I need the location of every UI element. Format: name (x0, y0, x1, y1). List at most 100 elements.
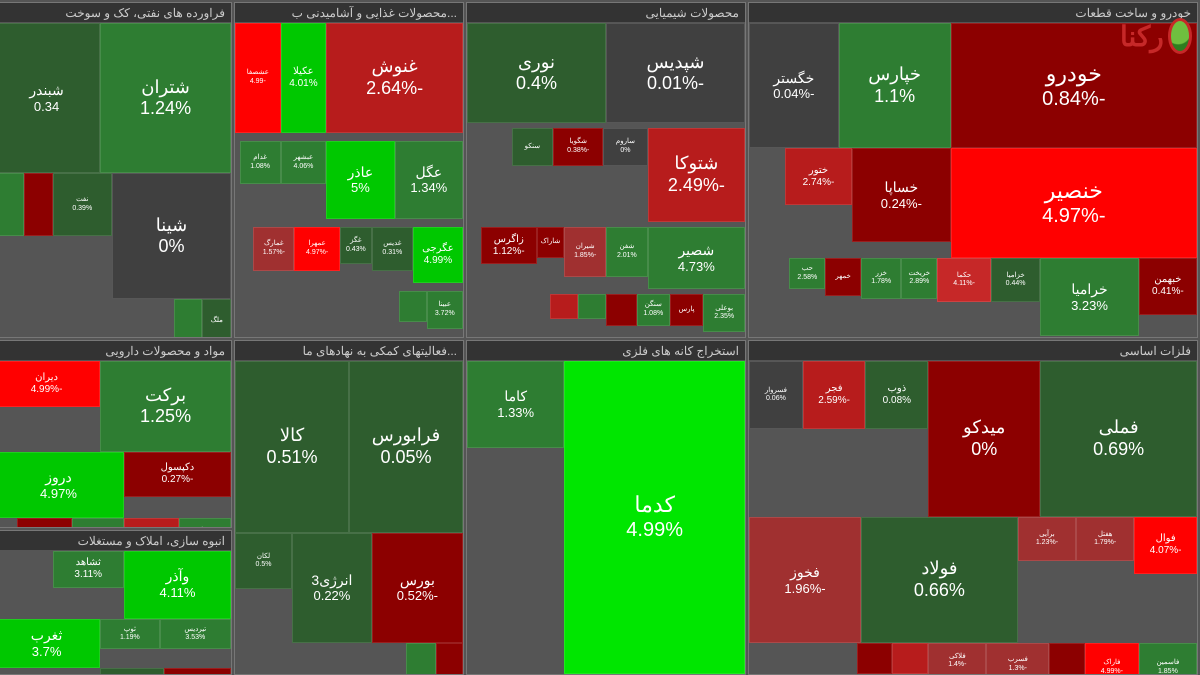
treemap-cell[interactable] (892, 643, 928, 674)
treemap-cell[interactable] (124, 518, 179, 527)
treemap-cell[interactable]: شصیر4.73% (648, 227, 745, 290)
treemap-cell[interactable]: عکیلا4.01% (281, 23, 327, 133)
treemap-cell[interactable] (0, 173, 24, 236)
treemap-cell[interactable]: شتوکا-2.49% (648, 128, 745, 222)
treemap-cell[interactable]: انرژی30.22% (292, 533, 372, 643)
treemap-cell[interactable]: خرامیا3.23% (1040, 258, 1139, 336)
treemap-cell[interactable]: عشصفا-4.99 (235, 23, 281, 133)
treemap-cell[interactable]: خریخت2.89% (901, 258, 937, 299)
treemap-cell[interactable] (17, 518, 72, 527)
treemap-cell[interactable]: شیران-1.85% (564, 227, 606, 277)
sector-realestate: انبوه سازی، املاک و مستغلاتوآذر4.11%ثشاه… (0, 530, 232, 675)
treemap-cell[interactable]: فملی0.69% (1040, 361, 1197, 518)
treemap-cell[interactable]: عگل1.34% (395, 141, 463, 219)
treemap-cell[interactable]: تفارس (164, 668, 231, 675)
treemap-cell[interactable]: شپدیس-0.01% (606, 23, 745, 123)
treemap-cell[interactable]: شینا0% (112, 173, 231, 298)
treemap-cell[interactable] (436, 643, 463, 675)
treemap-cell[interactable]: شگویا-0.38% (553, 128, 603, 166)
treemap-cell[interactable] (578, 294, 606, 319)
treemap-cell[interactable]: شبندر0.34 (0, 23, 100, 173)
treemap-cell[interactable] (399, 291, 426, 322)
treemap-cell[interactable]: شتران1.24% (100, 23, 231, 173)
treemap-cell[interactable]: خمهر (825, 258, 861, 296)
treemap-cell[interactable]: فلاکی-1.4% (928, 643, 986, 675)
treemap-cell[interactable]: ملگ (202, 299, 231, 338)
treemap-cell[interactable]: سنگن1.08% (637, 294, 670, 325)
treemap-cell[interactable]: بوعلی2.35% (703, 294, 745, 332)
treemap-cell[interactable]: حکما-4.11% (937, 258, 991, 302)
treemap-cell[interactable]: خنصیر-4.97% (951, 148, 1197, 258)
treemap-cell[interactable]: غگز0.43% (340, 227, 372, 265)
treemap-cell[interactable]: خساپا-0.24% (852, 148, 951, 242)
ticker-name: عکیلا (293, 66, 313, 78)
treemap-cell[interactable]: دکپسول-0.27% (124, 452, 231, 497)
treemap-cell[interactable]: عگرجی4.99% (413, 227, 463, 283)
treemap-cell[interactable] (857, 643, 893, 674)
treemap-cell[interactable]: سنکو (512, 128, 554, 166)
treemap-cell[interactable]: نوری0.4% (467, 23, 606, 123)
treemap-cell[interactable]: ذوب0.08% (865, 361, 928, 430)
treemap-cell[interactable]: تیردیس3.53% (160, 619, 231, 650)
treemap-cell[interactable]: غنوش-2.64% (326, 23, 463, 133)
treemap-cell[interactable] (406, 643, 436, 675)
treemap-cell[interactable]: لکان0.5% (235, 533, 292, 589)
treemap-cell[interactable]: غدام1.08% (240, 141, 281, 185)
treemap-cell[interactable] (174, 299, 203, 338)
treemap-cell[interactable]: زاگرس-1.12% (481, 227, 537, 265)
treemap-cell[interactable]: نفت0.39% (53, 173, 113, 236)
treemap-cell[interactable]: ثغرب3.7% (0, 619, 100, 668)
treemap-cell[interactable]: ثشاهد3.11% (53, 551, 124, 588)
treemap-cell[interactable]: دسنکو2.83% (179, 518, 231, 527)
treemap-cell[interactable]: کدما4.99% (564, 361, 745, 675)
treemap-cell[interactable]: عبشهر4.06% (281, 141, 327, 185)
treemap-cell[interactable] (72, 518, 124, 527)
treemap-cell[interactable]: غمارگ-1.57% (253, 227, 294, 271)
ticker-name: تیردیس (184, 626, 206, 634)
treemap-cell[interactable]: کاما1.33% (467, 361, 564, 449)
treemap-cell[interactable]: کالا0.51% (235, 361, 349, 533)
treemap-cell[interactable]: ساروم0% (603, 128, 647, 166)
treemap-cell[interactable]: دروز4.97% (0, 452, 124, 518)
treemap-cell[interactable]: خزر1.78% (861, 258, 901, 299)
treemap-cell[interactable]: وآذر4.11% (124, 551, 231, 619)
treemap-cell[interactable]: ختور-2.74% (785, 148, 852, 204)
treemap-cell[interactable] (24, 173, 53, 236)
treemap-cell[interactable] (606, 294, 637, 325)
treemap-cell[interactable]: فخوز-1.96% (749, 517, 861, 642)
treemap-cell[interactable]: فاراک-4.99% (1085, 643, 1139, 675)
treemap-cell[interactable]: هفتل-1.79% (1076, 517, 1134, 561)
treemap-cell[interactable]: برآیی-1.23% (1018, 517, 1076, 561)
treemap-cell[interactable]: خزامیا0.44% (991, 258, 1040, 302)
treemap-cell[interactable]: خپارس1.1% (839, 23, 951, 148)
treemap-cell[interactable]: حب2.58% (789, 258, 825, 289)
treemap-cell[interactable]: فسروار0.06% (749, 361, 803, 430)
treemap-cell[interactable]: فجر-2.59% (803, 361, 866, 430)
treemap-cell[interactable] (100, 668, 164, 675)
treemap-cell[interactable]: عاذر5% (326, 141, 394, 219)
treemap-cell[interactable]: میدکو0% (928, 361, 1040, 518)
treemap-cell[interactable] (1049, 643, 1085, 675)
treemap-cell[interactable]: فرابورس0.05% (349, 361, 463, 533)
treemap-cell[interactable]: پارس (670, 294, 703, 325)
treemap-cell[interactable]: فوال-4.07% (1134, 517, 1197, 573)
ticker-pct: -1.96% (784, 581, 825, 597)
treemap-cell[interactable]: غدیس0.31% (372, 227, 413, 271)
treemap-cell[interactable]: عمهرا-4.97% (294, 227, 340, 271)
treemap-cell[interactable]: بورس-0.52% (372, 533, 463, 643)
ticker-pct: -0.24% (881, 196, 922, 212)
treemap-cell[interactable]: ثوپ1.19% (100, 619, 160, 650)
treemap-cell[interactable]: عبینا3.72% (427, 291, 463, 329)
treemap-cell[interactable]: خبهمن-0.41% (1139, 258, 1197, 314)
sector-chem: محصولات شیمیاییشپدیس-0.01%نوری0.4%شتوکا-… (466, 2, 746, 338)
treemap-cell[interactable]: برکت1.25% (100, 361, 231, 452)
ticker-name: زاگرس (494, 234, 524, 246)
treemap-cell[interactable]: شفن2.01% (606, 227, 648, 277)
treemap-cell[interactable]: فاسمین1.85% (1139, 643, 1197, 675)
treemap-cell[interactable]: شاراک (537, 227, 565, 258)
treemap-cell[interactable]: فسرب-1.3% (986, 643, 1049, 675)
treemap-cell[interactable]: دیران-4.99% (0, 361, 100, 408)
treemap-cell[interactable]: فولاد0.66% (861, 517, 1018, 642)
treemap-cell[interactable] (550, 294, 578, 319)
treemap-cell[interactable]: خگستر-0.04% (749, 23, 839, 148)
